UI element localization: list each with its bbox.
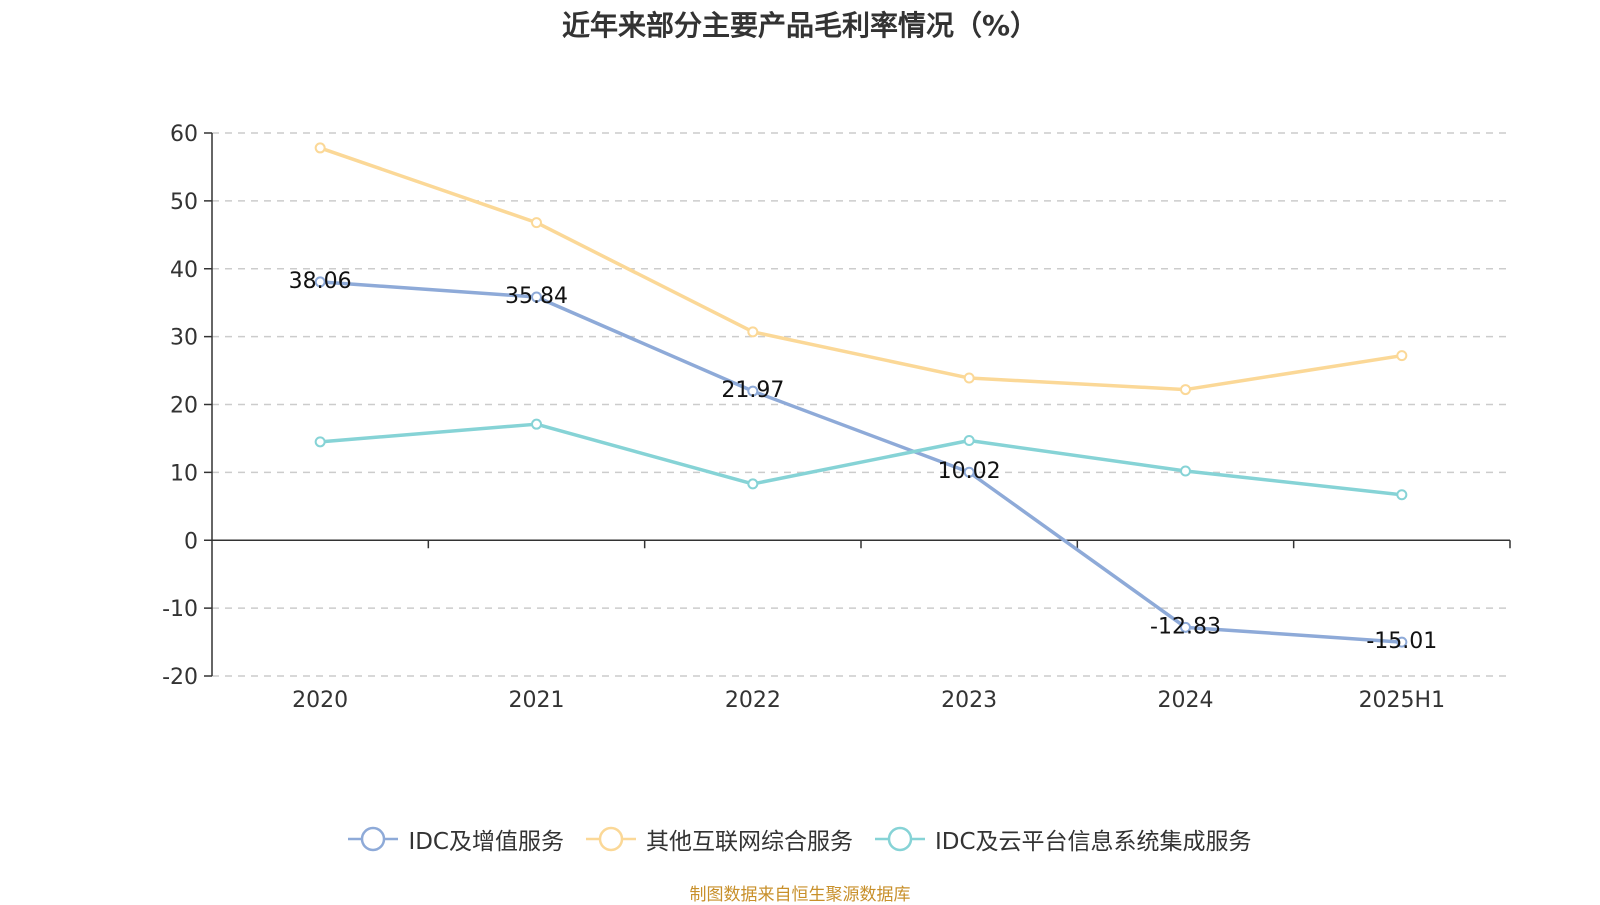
x-tick-label: 2024 [1158, 688, 1214, 713]
y-tick-label: 30 [170, 326, 198, 351]
legend-item[interactable]: IDC及云平台信息系统集成服务 [875, 822, 1252, 856]
chart-title: 近年来部分主要产品毛利率情况（%） [561, 9, 1039, 42]
legend-item[interactable]: 其他互联网综合服务 [586, 822, 853, 856]
y-tick-label: -20 [162, 665, 198, 690]
data-point[interactable] [314, 142, 326, 154]
y-tick-label: 60 [170, 122, 198, 147]
legend-circle [887, 826, 913, 852]
x-tick-label: 2025H1 [1359, 688, 1446, 713]
x-tick-label: 2023 [941, 688, 997, 713]
legend-marker-icon [348, 826, 399, 852]
data-point[interactable] [1180, 384, 1191, 396]
legend-marker-icon [586, 826, 636, 852]
legend-label: IDC及增值服务 [408, 829, 564, 855]
legend-circle [361, 826, 386, 852]
data-point[interactable] [1396, 489, 1408, 501]
legend-label: 其他互联网综合服务 [646, 829, 853, 855]
data-label: 21.97 [721, 378, 784, 403]
data-point[interactable] [1180, 465, 1191, 477]
data-label: 35.84 [505, 284, 568, 309]
legend-marker-icon [875, 826, 925, 852]
data-point[interactable] [963, 466, 975, 478]
gridlines [212, 132, 1510, 677]
data-label: 38.06 [289, 269, 352, 294]
y-tick-label: 20 [170, 394, 198, 419]
series-line-2 [319, 146, 1403, 392]
data-point[interactable] [531, 418, 542, 430]
data-point[interactable] [314, 436, 326, 448]
data-label: 10.02 [938, 459, 1001, 484]
data-point[interactable] [747, 478, 759, 490]
series-line-3 [320, 422, 1403, 497]
y-tick-label: 40 [170, 258, 198, 283]
series-lines [314, 142, 1408, 648]
y-tick-label: 10 [170, 461, 198, 486]
series-line-1 [320, 280, 1402, 644]
data-point[interactable] [747, 385, 759, 397]
data-point[interactable] [531, 217, 542, 229]
x-tick-label: 2020 [292, 688, 348, 713]
data-point[interactable] [963, 372, 975, 384]
axes: 60 50 40 30 20 10 0 -10 -20 2020 2021 2022 2023 2024 2… [162, 122, 1511, 713]
data-point[interactable] [1180, 621, 1191, 633]
data-point[interactable] [747, 326, 759, 338]
data-labels: 38.06 35.84 21.97 10.02 -12.83 -15.01 [289, 269, 1438, 654]
x-tick-label: 2022 [725, 688, 781, 713]
legend: IDC及增值服务 其他互联网综合服务 IDC及云平台信息系统集成服务 [0, 822, 1600, 856]
data-point[interactable] [963, 434, 975, 446]
x-tick-label: 2021 [509, 688, 565, 713]
legend-circle [598, 826, 624, 852]
legend-item[interactable]: IDC及增值服务 [348, 822, 564, 856]
legend-label: IDC及云平台信息系统集成服务 [935, 829, 1252, 855]
data-point[interactable] [314, 276, 326, 288]
data-label: -12.83 [1150, 614, 1221, 639]
data-label: -15.01 [1366, 629, 1437, 654]
y-tick-label: 0 [184, 529, 198, 554]
y-tick-label: -10 [162, 597, 198, 622]
source-note: 制图数据来自恒生聚源数据库 [689, 885, 911, 905]
data-point[interactable] [1396, 636, 1408, 648]
y-tick-label: 50 [170, 190, 198, 215]
data-point[interactable] [531, 291, 542, 303]
data-point[interactable] [1396, 350, 1408, 362]
